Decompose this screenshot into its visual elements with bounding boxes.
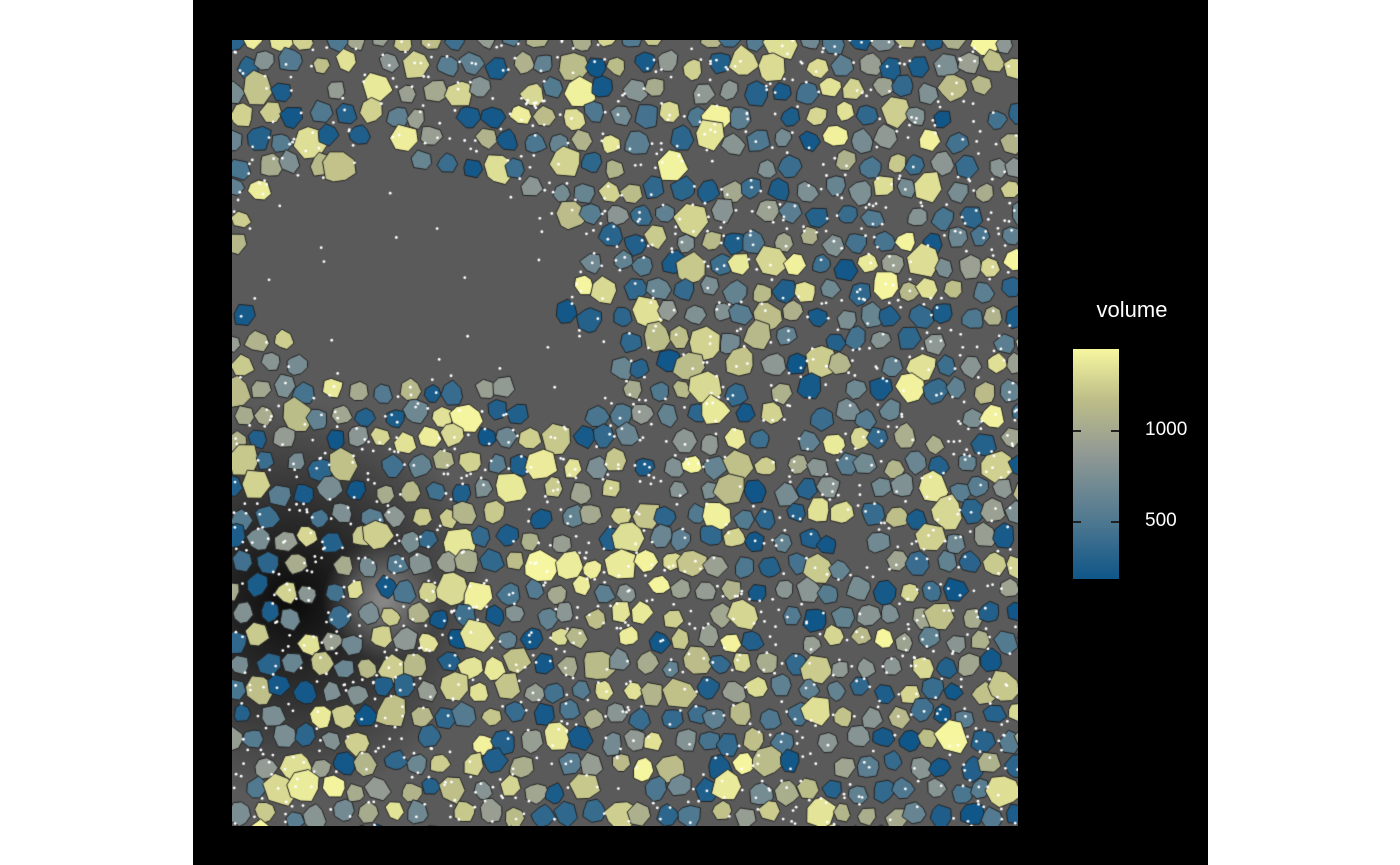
colorbar-gradient bbox=[1073, 349, 1119, 579]
legend-title: volume bbox=[1096, 297, 1168, 322]
cell-segmentation-image bbox=[232, 40, 1018, 826]
colorbar-tick-right bbox=[1111, 521, 1119, 523]
colorbar-tick-right bbox=[1111, 430, 1119, 432]
colorbar-tick-left bbox=[1073, 521, 1081, 523]
colorbar-tick-label: 500 bbox=[1145, 510, 1177, 532]
colorbar bbox=[1073, 349, 1119, 579]
colorbar-tick-left bbox=[1073, 430, 1081, 432]
colorbar-tick-label: 1000 bbox=[1145, 419, 1188, 441]
